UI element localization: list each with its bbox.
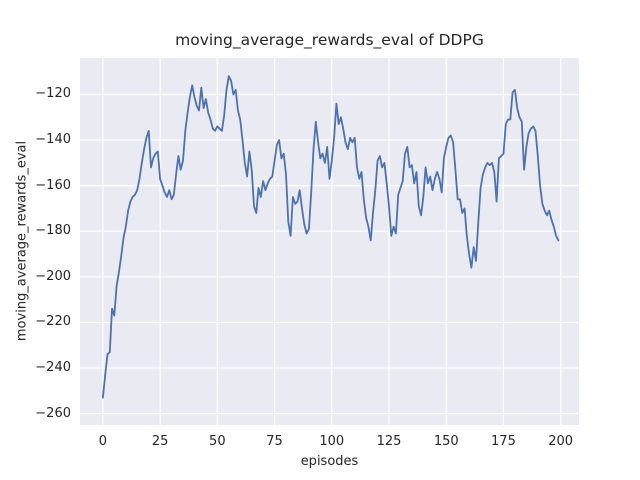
x-tick-label: 150 [433,434,459,449]
plot-area [80,58,579,425]
x-tick-label: 0 [98,434,108,449]
y-tick-label: −160 [35,177,71,193]
y-tick-label: −120 [35,86,71,102]
y-tick-label: −140 [35,132,71,148]
y-tick-label: −260 [35,405,71,421]
y-tick-label: −240 [35,360,71,375]
y-tick-label: −200 [35,268,71,284]
x-tick-label: 175 [491,434,516,449]
y-tick-label: −180 [35,223,71,239]
x-tick-label: 125 [376,434,402,449]
y-axis-label: moving_average_rewards_eval [14,140,30,342]
y-tick-label: −220 [35,314,71,330]
chart-title: moving_average_rewards_eval of DDPG [175,31,484,49]
x-tick-label: 100 [319,434,345,449]
x-axis-label: episodes [300,454,359,469]
series-line [102,75,560,399]
x-tick-label: 25 [151,434,169,449]
x-tick-label: 200 [548,434,574,449]
x-tick-label: 50 [209,434,226,449]
x-tick-label: 75 [266,434,283,449]
